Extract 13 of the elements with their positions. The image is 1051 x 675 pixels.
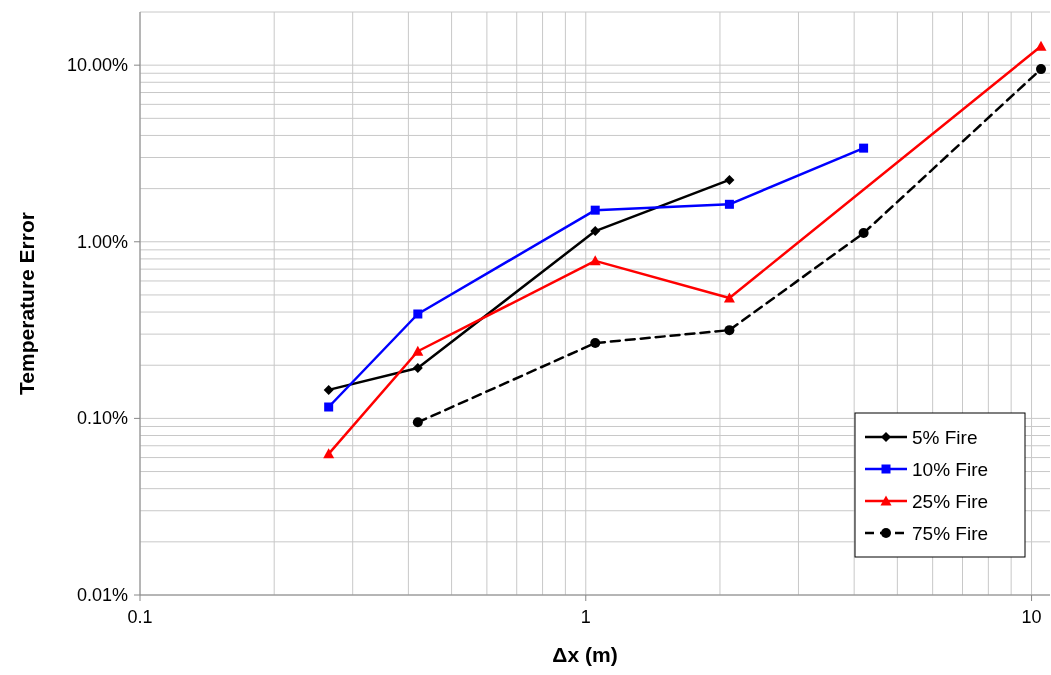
y-tick-label: 0.10%	[76, 408, 128, 429]
y-tick-label: 0.01%	[76, 585, 128, 605]
legend-label: 75% Fire	[912, 523, 989, 544]
x-tick-label: 1	[580, 607, 591, 627]
y-tick-label: 1.00%	[76, 231, 128, 252]
legend-label: 5% Fire	[912, 427, 978, 448]
legend-label: 10% Fire	[912, 459, 989, 480]
y-axis-title: Temperature Error	[15, 212, 38, 395]
y-tick-label: 10.00%	[66, 55, 128, 76]
x-axis-title: Δx (m)	[552, 643, 618, 666]
x-tick-label: 10	[1021, 607, 1042, 627]
x-tick-label: 0.1	[127, 607, 153, 627]
legend-label: 25% Fire	[912, 491, 989, 512]
